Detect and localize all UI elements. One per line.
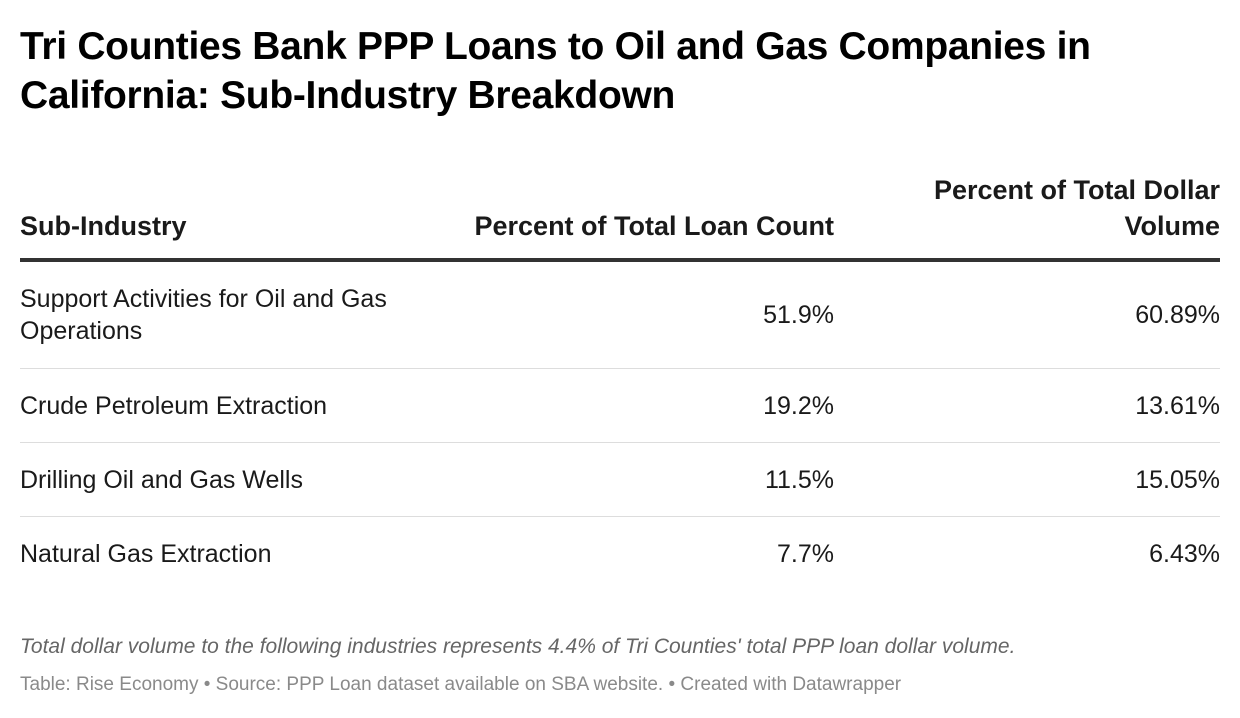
header-row: Sub-Industry Percent of Total Loan Count… [20, 172, 1220, 262]
cell-loan-count: 19.2% [434, 368, 834, 443]
data-table: Sub-Industry Percent of Total Loan Count… [20, 172, 1220, 590]
column-header-loan-count[interactable]: Percent of Total Loan Count [434, 172, 834, 262]
cell-sub-industry: Crude Petroleum Extraction [20, 368, 434, 443]
cell-loan-count: 51.9% [434, 260, 834, 369]
table-row: Support Activities for Oil and Gas Opera… [20, 260, 1220, 369]
table-body: Support Activities for Oil and Gas Opera… [20, 260, 1220, 590]
cell-sub-industry: Natural Gas Extraction [20, 539, 272, 568]
cell-loan-count: 7.7% [777, 539, 834, 568]
cell-dollar-volume: 13.61% [834, 368, 1220, 443]
cell-dollar-volume: 15.05% [834, 442, 1220, 517]
chart-header: Tri Counties Bank PPP Loans to Oil and G… [20, 22, 1220, 120]
cell-sub-industry: Support Activities for Oil and Gas Opera… [20, 260, 434, 369]
column-header-dollar-volume[interactable]: Percent of Total Dollar Volume [834, 172, 1220, 262]
table-row: Natural Gas Extraction 7.7% 6.43% [20, 517, 1220, 591]
cell-sub-industry: Drilling Oil and Gas Wells [20, 442, 434, 517]
chart-footer: Table: Rise Economy • Source: PPP Loan d… [20, 674, 902, 695]
cell-dollar-volume: 6.43% [1149, 539, 1220, 568]
table-head: Sub-Industry Percent of Total Loan Count… [20, 172, 1220, 262]
cell-dollar-volume: 60.89% [834, 260, 1220, 369]
table-row: Crude Petroleum Extraction 19.2% 13.61% [20, 368, 1220, 443]
table-row: Drilling Oil and Gas Wells 11.5% 15.05% [20, 442, 1220, 517]
column-header-sub-industry[interactable]: Sub-Industry [20, 172, 434, 262]
cell-loan-count: 11.5% [434, 442, 834, 517]
chart-title: Tri Counties Bank PPP Loans to Oil and G… [20, 25, 1091, 117]
chart-notes: Total dollar volume to the following ind… [20, 635, 1016, 658]
